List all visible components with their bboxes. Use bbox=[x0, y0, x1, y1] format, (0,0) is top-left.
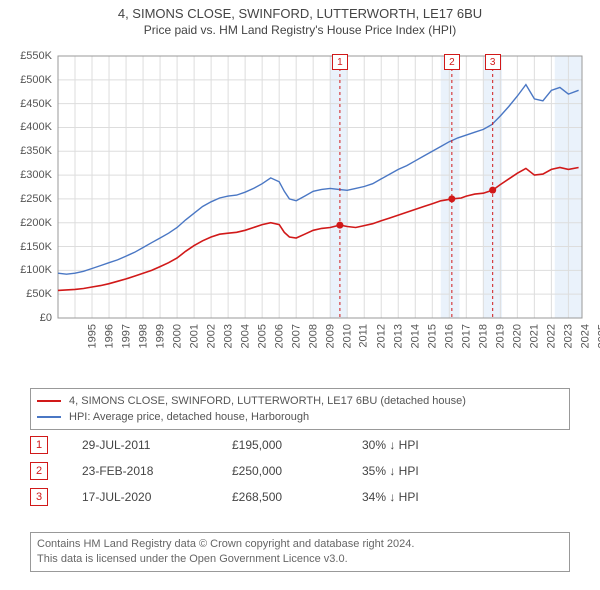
event-price: £195,000 bbox=[232, 438, 362, 452]
x-tick-label: 2020 bbox=[512, 324, 524, 348]
event-row: 2 23-FEB-2018 £250,000 35% ↓ HPI bbox=[30, 458, 570, 484]
y-tick-label: £50K bbox=[10, 288, 52, 300]
y-tick-label: £450K bbox=[10, 98, 52, 110]
chart-container: 4, SIMONS CLOSE, SWINFORD, LUTTERWORTH, … bbox=[0, 0, 600, 590]
event-date: 23-FEB-2018 bbox=[82, 464, 232, 478]
event-badge: 3 bbox=[30, 488, 48, 506]
x-tick-label: 2017 bbox=[461, 324, 473, 348]
legend-label: 4, SIMONS CLOSE, SWINFORD, LUTTERWORTH, … bbox=[69, 395, 466, 407]
x-tick-label: 2004 bbox=[240, 324, 252, 348]
legend: 4, SIMONS CLOSE, SWINFORD, LUTTERWORTH, … bbox=[30, 388, 570, 430]
x-tick-label: 2003 bbox=[223, 324, 235, 348]
event-delta: 35% ↓ HPI bbox=[362, 464, 419, 478]
chart-subtitle: Price paid vs. HM Land Registry's House … bbox=[0, 21, 600, 37]
legend-item: HPI: Average price, detached house, Harb… bbox=[37, 409, 563, 425]
event-top-badge: 2 bbox=[444, 54, 460, 70]
chart-title: 4, SIMONS CLOSE, SWINFORD, LUTTERWORTH, … bbox=[0, 0, 600, 21]
event-delta: 34% ↓ HPI bbox=[362, 490, 419, 504]
event-date: 29-JUL-2011 bbox=[82, 438, 232, 452]
event-badge: 2 bbox=[30, 462, 48, 480]
x-tick-label: 2014 bbox=[410, 324, 422, 348]
x-tick-label: 1997 bbox=[121, 324, 133, 348]
x-tick-label: 2008 bbox=[308, 324, 320, 348]
x-tick-label: 2010 bbox=[342, 324, 354, 348]
x-tick-label: 1999 bbox=[155, 324, 167, 348]
x-tick-label: 1998 bbox=[138, 324, 150, 348]
x-tick-label: 2016 bbox=[444, 324, 456, 348]
x-tick-label: 2002 bbox=[206, 324, 218, 348]
x-tick-label: 2011 bbox=[358, 324, 370, 348]
x-tick-label: 2023 bbox=[563, 324, 575, 348]
x-tick-label: 2024 bbox=[580, 324, 592, 348]
event-badge: 1 bbox=[30, 436, 48, 454]
x-tick-label: 2019 bbox=[495, 324, 507, 348]
event-date: 17-JUL-2020 bbox=[82, 490, 232, 504]
x-tick-label: 2013 bbox=[393, 324, 405, 348]
y-tick-label: £350K bbox=[10, 145, 52, 157]
x-tick-label: 2018 bbox=[478, 324, 490, 348]
x-tick-label: 2000 bbox=[172, 324, 184, 348]
legend-swatch bbox=[37, 400, 61, 402]
footnote: Contains HM Land Registry data © Crown c… bbox=[30, 532, 570, 572]
legend-swatch bbox=[37, 416, 61, 418]
event-price: £268,500 bbox=[232, 490, 362, 504]
event-row: 3 17-JUL-2020 £268,500 34% ↓ HPI bbox=[30, 484, 570, 510]
y-tick-label: £550K bbox=[10, 50, 52, 62]
event-delta: 30% ↓ HPI bbox=[362, 438, 419, 452]
legend-item: 4, SIMONS CLOSE, SWINFORD, LUTTERWORTH, … bbox=[37, 393, 563, 409]
event-top-badge: 1 bbox=[332, 54, 348, 70]
footnote-line: Contains HM Land Registry data © Crown c… bbox=[37, 537, 563, 552]
x-tick-label: 2012 bbox=[376, 324, 388, 348]
y-tick-label: £150K bbox=[10, 241, 52, 253]
event-row: 1 29-JUL-2011 £195,000 30% ↓ HPI bbox=[30, 432, 570, 458]
event-top-badge: 3 bbox=[485, 54, 501, 70]
x-tick-label: 2007 bbox=[291, 324, 303, 348]
x-tick-label: 2015 bbox=[427, 324, 439, 348]
y-tick-label: £500K bbox=[10, 74, 52, 86]
x-tick-label: 2001 bbox=[189, 324, 201, 348]
x-tick-label: 2005 bbox=[257, 324, 269, 348]
y-tick-label: £100K bbox=[10, 264, 52, 276]
x-tick-label: 2021 bbox=[529, 324, 541, 348]
event-price: £250,000 bbox=[232, 464, 362, 478]
x-tick-label: 2022 bbox=[546, 324, 558, 348]
x-tick-label: 2009 bbox=[325, 324, 337, 348]
x-tick-label: 1996 bbox=[103, 324, 115, 348]
events-table: 1 29-JUL-2011 £195,000 30% ↓ HPI 2 23-FE… bbox=[30, 432, 570, 510]
y-tick-label: £200K bbox=[10, 217, 52, 229]
y-tick-label: £0 bbox=[10, 312, 52, 324]
y-tick-label: £300K bbox=[10, 169, 52, 181]
x-tick-label: 1995 bbox=[86, 324, 98, 348]
legend-label: HPI: Average price, detached house, Harb… bbox=[69, 411, 309, 423]
x-tick-label: 2006 bbox=[274, 324, 286, 348]
chart-area: £0 £50K £100K £150K £200K £250K £300K £350K £400… bbox=[10, 48, 590, 378]
footnote-line: This data is licensed under the Open Gov… bbox=[37, 552, 563, 567]
y-tick-label: £250K bbox=[10, 193, 52, 205]
y-tick-label: £400K bbox=[10, 121, 52, 133]
